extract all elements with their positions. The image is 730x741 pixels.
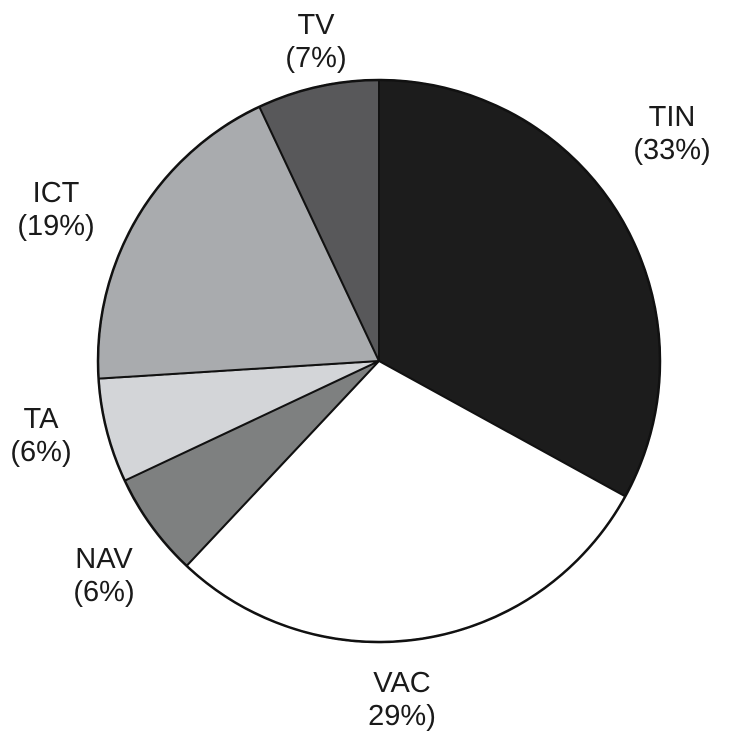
label-vac: VAC 29%)	[368, 667, 436, 733]
label-vac-pct: 29%)	[368, 700, 436, 732]
label-ict-name: ICT	[32, 177, 80, 209]
label-tv-name: TV	[297, 9, 335, 41]
label-tv: TV (7%)	[285, 9, 346, 75]
label-tin-name: TIN	[648, 101, 696, 133]
label-ta-name: TA	[23, 403, 59, 435]
label-nav-pct: (6%)	[73, 576, 135, 608]
label-ta-pct: (6%)	[10, 436, 72, 468]
label-ict: ICT (19%)	[17, 177, 94, 243]
pie-slices	[97, 79, 661, 643]
label-vac-name: VAC	[373, 667, 431, 699]
pie-outline	[96, 78, 662, 644]
label-nav-name: NAV	[75, 543, 133, 575]
label-nav: NAV (6%)	[73, 543, 134, 609]
label-ta: TA (6%)	[10, 403, 71, 469]
label-tv-pct: (7%)	[285, 42, 347, 74]
label-tin-pct: (33%)	[633, 134, 711, 166]
label-ict-pct: (19%)	[17, 210, 95, 242]
label-tin: TIN (33%)	[633, 101, 710, 167]
